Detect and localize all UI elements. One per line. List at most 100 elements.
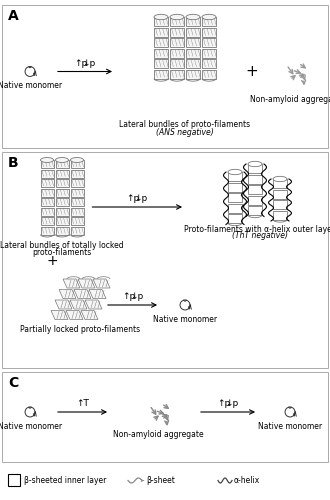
Polygon shape (59, 290, 76, 298)
Text: ↑T: ↑T (76, 399, 89, 408)
Ellipse shape (273, 176, 287, 182)
Circle shape (25, 66, 35, 76)
Bar (55, 170, 69, 177)
Bar (186, 28, 200, 36)
Text: ↑p: ↑p (127, 194, 140, 203)
Bar (55, 208, 69, 216)
Polygon shape (78, 279, 95, 288)
Text: β-sheet: β-sheet (146, 476, 175, 485)
Bar (228, 214, 242, 223)
Bar (186, 17, 200, 26)
Bar (55, 179, 69, 187)
Bar (273, 200, 287, 209)
Text: (ThT negative): (ThT negative) (232, 232, 288, 240)
Ellipse shape (41, 158, 53, 162)
Bar (41, 179, 53, 187)
Bar (186, 48, 200, 58)
Text: +: + (246, 64, 258, 79)
Polygon shape (81, 310, 98, 320)
Polygon shape (55, 300, 72, 309)
Bar (248, 185, 262, 194)
Ellipse shape (248, 162, 262, 166)
Text: Native monomer: Native monomer (258, 422, 322, 431)
Bar (41, 160, 53, 168)
Bar (248, 164, 262, 173)
Bar (228, 204, 242, 212)
Bar (202, 17, 216, 26)
Circle shape (285, 407, 295, 417)
Bar (170, 70, 184, 78)
Text: ↑p: ↑p (74, 58, 88, 68)
Text: (ANS negative): (ANS negative) (156, 128, 214, 137)
Polygon shape (70, 300, 87, 309)
Bar (71, 188, 83, 196)
Bar (154, 59, 168, 68)
Bar (273, 190, 287, 198)
Bar (41, 208, 53, 216)
Bar (2, 152, 328, 368)
Bar (202, 70, 216, 78)
Polygon shape (66, 310, 83, 320)
Bar (248, 206, 262, 215)
Bar (41, 170, 53, 177)
Bar (154, 28, 168, 36)
Bar (154, 38, 168, 47)
Bar (273, 210, 287, 220)
Text: C: C (8, 376, 18, 390)
Text: ↓p: ↓p (82, 58, 96, 68)
Polygon shape (93, 279, 110, 288)
Bar (71, 226, 83, 234)
Bar (55, 226, 69, 234)
Text: ↓p: ↓p (130, 292, 143, 301)
Bar (202, 28, 216, 36)
Text: proto-filaments: proto-filaments (32, 248, 92, 257)
Text: Native monomer: Native monomer (153, 315, 217, 324)
Polygon shape (51, 310, 68, 320)
Text: A: A (8, 9, 19, 23)
Bar (71, 217, 83, 225)
Text: β-sheeted inner layer: β-sheeted inner layer (24, 476, 106, 485)
Bar (248, 196, 262, 204)
Bar (8, 474, 20, 486)
Text: α-helix: α-helix (234, 476, 260, 485)
Text: ↑p: ↑p (217, 399, 231, 408)
Bar (71, 170, 83, 177)
Bar (186, 59, 200, 68)
Text: Lateral bundles of totally locked: Lateral bundles of totally locked (0, 241, 124, 250)
Bar (71, 179, 83, 187)
Bar (55, 198, 69, 206)
Circle shape (180, 300, 190, 310)
Bar (71, 198, 83, 206)
Text: Proto-filaments with α-helix outer layer: Proto-filaments with α-helix outer layer (184, 224, 330, 234)
Polygon shape (63, 279, 80, 288)
Bar (41, 217, 53, 225)
Text: Non-amyloid aggregate: Non-amyloid aggregate (250, 94, 330, 104)
Text: ↓p: ↓p (135, 194, 148, 203)
Ellipse shape (55, 158, 69, 162)
Circle shape (25, 407, 35, 417)
Bar (248, 174, 262, 184)
Bar (186, 70, 200, 78)
Bar (154, 70, 168, 78)
Ellipse shape (71, 158, 83, 162)
Bar (2, 372, 328, 462)
Bar (55, 217, 69, 225)
Polygon shape (85, 300, 102, 309)
Bar (202, 48, 216, 58)
Bar (71, 208, 83, 216)
Bar (170, 28, 184, 36)
Text: ↑p: ↑p (122, 292, 135, 301)
Ellipse shape (170, 14, 184, 20)
Text: B: B (8, 156, 18, 170)
Text: Partially locked proto-filaments: Partially locked proto-filaments (20, 325, 140, 334)
Bar (170, 38, 184, 47)
Polygon shape (89, 290, 106, 298)
Bar (71, 160, 83, 168)
Bar (41, 188, 53, 196)
Polygon shape (74, 290, 91, 298)
Text: Lateral bundles of proto-filaments: Lateral bundles of proto-filaments (119, 120, 250, 129)
Text: ↓p: ↓p (225, 399, 239, 408)
Bar (228, 193, 242, 202)
Bar (228, 182, 242, 192)
Bar (186, 38, 200, 47)
